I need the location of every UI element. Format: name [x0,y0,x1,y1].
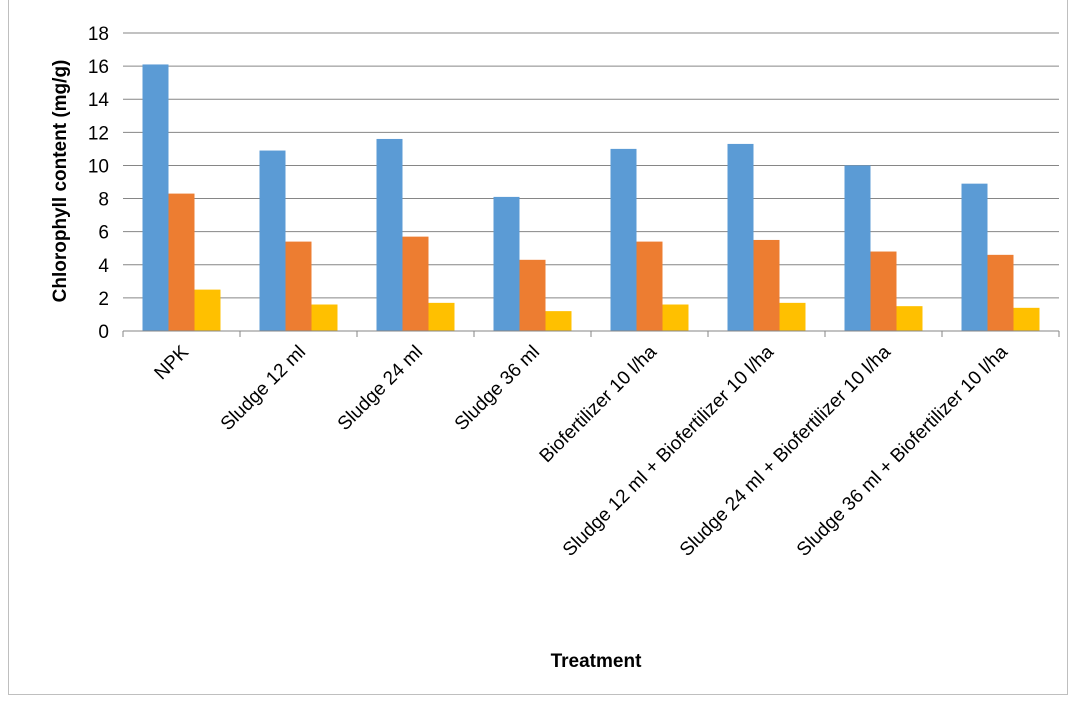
bar [961,183,988,331]
bar [402,236,429,331]
bar [545,311,572,331]
bars [142,64,1040,331]
y-tick-label: 8 [98,190,109,211]
bar [376,138,403,331]
bar [896,306,923,331]
y-tick-label: 12 [88,123,109,144]
bar [194,289,221,331]
x-tick-label: Sludge 12 ml [217,342,310,435]
bar [311,304,338,331]
x-tick-label: NPK [151,341,194,384]
bar [636,241,663,331]
bar [987,254,1014,331]
y-tick-label: 4 [98,256,109,277]
y-tick-label: 10 [88,156,109,177]
x-tick-labels: NPK Sludge 12 ml Sludge 24 ml Sludge 36 mlB… [151,341,1013,560]
bar [662,304,689,331]
chart-frame [8,0,1068,695]
bar [168,193,195,331]
bar [1013,307,1040,331]
bar [610,148,637,331]
y-axis-title: Chlorophyll content (mg/g) [50,60,71,303]
bar [727,143,754,331]
x-tick-label: Sludge 36 ml + Biofertilizer 10 l/ha [793,341,1012,560]
x-tick-label: Sludge 24 ml [334,342,427,435]
axes [122,330,1060,337]
y-tick-label: 2 [98,289,109,310]
bar [259,150,286,331]
bar [428,302,455,331]
y-tick-label: 16 [88,57,109,78]
x-tick-label: Sludge 24 ml + Biofertilizer 10 l/ha [676,341,895,560]
bar [870,251,897,331]
bar [493,196,520,331]
bar [285,241,312,331]
x-axis-title: Treatment [551,651,642,672]
y-tick-label: 14 [88,90,110,111]
bar [519,259,546,331]
y-tick-label: 6 [98,223,109,244]
x-tick-label: Biofertilizer 10 l/ha [536,341,662,467]
x-tick-label: Sludge 36 ml [451,342,544,435]
y-tick-label: 0 [98,322,109,343]
y-tick-labels: 0 2 4 6 8 10 12 14 16 18 [88,24,110,343]
y-tick-label: 18 [88,24,109,45]
bar [779,302,806,331]
bar [753,239,780,331]
bar [844,165,871,331]
bar [142,64,169,331]
x-tick-label: Sludge 12 ml + Biofertilizer 10 l/ha [559,341,778,560]
